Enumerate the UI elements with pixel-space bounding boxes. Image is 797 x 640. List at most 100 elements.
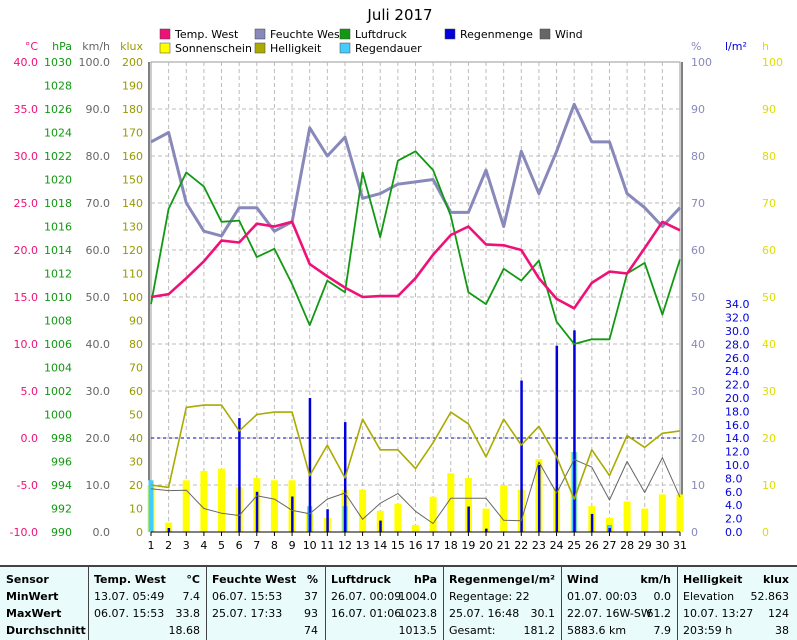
chart-legend: Temp. West Feuchte West Luftdruck Regenmeng… <box>159 28 583 55</box>
stats-temp-unit: °C <box>186 573 200 586</box>
x-tick-label-27: 27 <box>602 539 616 552</box>
stats-wind-avg: 7.9 <box>653 624 672 637</box>
x-tick-label-26: 26 <box>585 539 599 552</box>
axis-press-tick-18: 994 <box>51 479 72 492</box>
axis-rain-tick-17: 0.0 <box>725 526 743 539</box>
axis-sun-tick-0: 100 <box>762 56 783 69</box>
axis-rain-tick-2: 30.0 <box>725 325 750 338</box>
axis-humid-tick-6: 40 <box>691 338 705 351</box>
axis-sun-tick-7: 30 <box>762 385 776 398</box>
stats-rain-max-time: 16:48 <box>487 607 520 620</box>
sunshine-bar-8 <box>270 480 278 532</box>
axis-light-tick-9: 110 <box>122 268 143 281</box>
stats-hum-max-time: 17:33 <box>250 607 283 620</box>
axis-wind-tick-9: 10.0 <box>86 479 111 492</box>
axis-light-tick-15: 50 <box>129 409 143 422</box>
stats-light-column: Helligkeit klux Elevation 52.863 10.07. 13… <box>683 571 789 639</box>
stats-sensor-header: Sensor <box>6 573 49 586</box>
rain-bar-7 <box>255 491 259 532</box>
axis-press-tick-15: 1000 <box>44 409 72 422</box>
stats-wind-distance: 5883.6 km <box>567 624 627 637</box>
axis-light-tick-1: 190 <box>122 80 143 93</box>
stats-press-header: Luftdruck <box>331 573 391 586</box>
stats-light-max-val: 124 <box>768 607 789 620</box>
stats-max-label: MaxWert <box>6 607 62 620</box>
stats-press-unit: hPa <box>413 573 437 586</box>
rain-bar-20 <box>485 528 488 532</box>
rain-bar-2 <box>167 527 171 532</box>
axis-light-tick-14: 60 <box>129 385 143 398</box>
rain-bar-27 <box>608 527 611 532</box>
axis-press-tick-13: 1004 <box>44 362 72 375</box>
legend-label-1: Feuchte West <box>270 28 345 41</box>
stats-rain-max-date: 25.07. <box>449 607 484 620</box>
axis-sun-tick-6: 40 <box>762 338 776 351</box>
sunshine-bar-21 <box>500 485 508 532</box>
axis-press-tick-2: 1026 <box>44 103 72 116</box>
sunshine-bar-3 <box>182 480 190 532</box>
axis-rain-tick-1: 32.0 <box>725 312 750 325</box>
axis-wind-tick-7: 30.0 <box>86 385 111 398</box>
stats-temp-avg: 18.68 <box>168 624 201 637</box>
stats-temp-min-date: 13.07. <box>94 590 129 603</box>
legend-swatch-2 <box>339 28 351 40</box>
rain-bar-26 <box>590 513 594 532</box>
line-series <box>150 102 682 524</box>
axis-light-tick-7: 130 <box>122 221 143 234</box>
axis-temp-tick-8: 0.0 <box>21 432 39 445</box>
x-tick-label-21: 21 <box>497 539 511 552</box>
axis-temp-tick-3: 25.0 <box>14 197 39 210</box>
legend-swatch-6 <box>254 42 266 54</box>
stats-rain-total-val: 181.2 <box>523 624 556 637</box>
axis-press-tick-5: 1020 <box>44 174 72 187</box>
bar-series <box>147 330 684 532</box>
x-tick-label-31: 31 <box>673 539 687 552</box>
stats-temp-max-date: 06.07. <box>94 607 129 620</box>
legend-swatch-3 <box>444 28 456 40</box>
x-tick-label-13: 13 <box>356 539 370 552</box>
x-tick-label-14: 14 <box>373 539 387 552</box>
axis-temp-tick-6: 10.0 <box>14 338 39 351</box>
x-tick-label-18: 18 <box>444 539 458 552</box>
stats-hum-unit: % <box>306 573 318 586</box>
left-axes: °C 40.0 35.0 30.0 25.0 20.0 15.0 10.0 5.0 0.0 -5.0… <box>10 40 150 539</box>
axis-unit-press: hPa <box>52 40 72 53</box>
axis-temp-tick-4: 20.0 <box>14 244 39 257</box>
axis-rain-tick-14: 6.0 <box>725 486 743 499</box>
x-tick-label-16: 16 <box>409 539 423 552</box>
stats-temp-min-time: 05:49 <box>132 590 165 603</box>
sunshine-bar-20 <box>482 508 490 532</box>
sunshine-bar-16 <box>412 524 419 532</box>
right-axes: %1009080706050403020100l/m²34.032.030.02… <box>681 40 783 539</box>
axis-light-tick-5: 150 <box>122 174 143 187</box>
axis-light-tick-2: 180 <box>122 103 143 116</box>
stats-wind-min-time: 00:03 <box>605 590 638 603</box>
axis-press-tick-8: 1014 <box>44 244 72 257</box>
axis-light-tick-3: 170 <box>122 127 143 140</box>
x-tick-label-15: 15 <box>391 539 405 552</box>
sunshine-bar-18 <box>447 473 455 532</box>
sunshine-bar-29 <box>641 508 649 532</box>
chart-grid <box>150 61 681 533</box>
axis-sun-tick-2: 80 <box>762 150 776 163</box>
raindur-bar-1 <box>148 480 154 532</box>
x-tick-label-28: 28 <box>620 539 634 552</box>
sunshine-bar-17 <box>429 496 437 532</box>
axis-press-tick-10: 1010 <box>44 291 72 304</box>
rain-bar-6 <box>238 418 241 532</box>
stats-light-header: Helligkeit <box>683 573 743 586</box>
legend-swatch-0 <box>159 28 171 40</box>
axis-light-tick-4: 160 <box>122 150 143 163</box>
stats-pressure-column: Luftdruck hPa 26.07. 00:09 1004.0 16.07. 0… <box>331 571 437 639</box>
stats-light-elevation-val: 52.863 <box>750 590 790 603</box>
x-tick-label-30: 30 <box>655 539 669 552</box>
axis-press-tick-12: 1006 <box>44 338 72 351</box>
axis-temp-tick-9: -5.0 <box>17 479 38 492</box>
axis-rain-tick-11: 12.0 <box>725 446 750 459</box>
axis-sun-tick-5: 50 <box>762 291 776 304</box>
rain-bar-19 <box>467 506 470 532</box>
x-tick-label-20: 20 <box>479 539 493 552</box>
sunshine-bar-2 <box>165 522 173 532</box>
stats-wind-max-val: 61.2 <box>646 607 672 620</box>
sunshine-bar-4 <box>200 470 208 532</box>
